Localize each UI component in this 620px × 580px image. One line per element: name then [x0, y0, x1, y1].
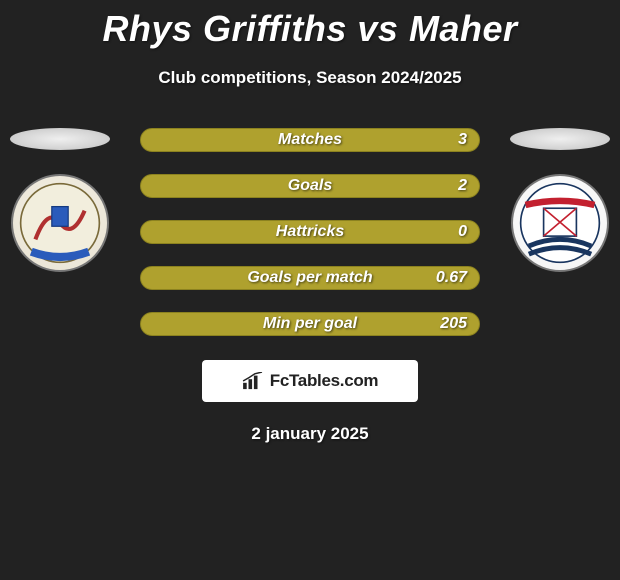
- player-left-silhouette: [10, 128, 110, 150]
- stat-value: 205: [440, 315, 467, 333]
- stat-bar-goals: Goals 2: [140, 174, 480, 198]
- footer-date: 2 january 2025: [0, 424, 620, 444]
- brand-badge: FcTables.com: [202, 360, 418, 402]
- stat-label: Goals per match: [247, 269, 372, 287]
- crest-right-icon: [519, 179, 601, 267]
- brand-text: FcTables.com: [270, 371, 379, 391]
- brand-chart-icon: [242, 372, 264, 390]
- player-right-crest: [511, 174, 609, 272]
- player-right-silhouette: [510, 128, 610, 150]
- player-left-column: [10, 128, 110, 272]
- stat-bar-goals-per-match: Goals per match 0.67: [140, 266, 480, 290]
- stat-value: 2: [458, 177, 467, 195]
- player-right-column: [510, 128, 610, 272]
- stat-bar-matches: Matches 3: [140, 128, 480, 152]
- stat-bars: Matches 3 Goals 2 Hattricks 0 Goals per …: [140, 128, 480, 336]
- stat-bar-hattricks: Hattricks 0: [140, 220, 480, 244]
- comparison-panel: Matches 3 Goals 2 Hattricks 0 Goals per …: [0, 128, 620, 444]
- stat-label: Goals: [288, 177, 332, 195]
- player-left-crest: [11, 174, 109, 272]
- stat-label: Hattricks: [276, 223, 344, 241]
- page-title: Rhys Griffiths vs Maher: [0, 0, 620, 50]
- stat-label: Min per goal: [263, 315, 357, 333]
- crest-left-icon: [19, 179, 101, 267]
- stat-value: 0: [458, 223, 467, 241]
- stat-value: 0.67: [436, 269, 467, 287]
- page-subtitle: Club competitions, Season 2024/2025: [0, 68, 620, 88]
- stat-bar-min-per-goal: Min per goal 205: [140, 312, 480, 336]
- stat-value: 3: [458, 131, 467, 149]
- stat-label: Matches: [278, 131, 342, 149]
